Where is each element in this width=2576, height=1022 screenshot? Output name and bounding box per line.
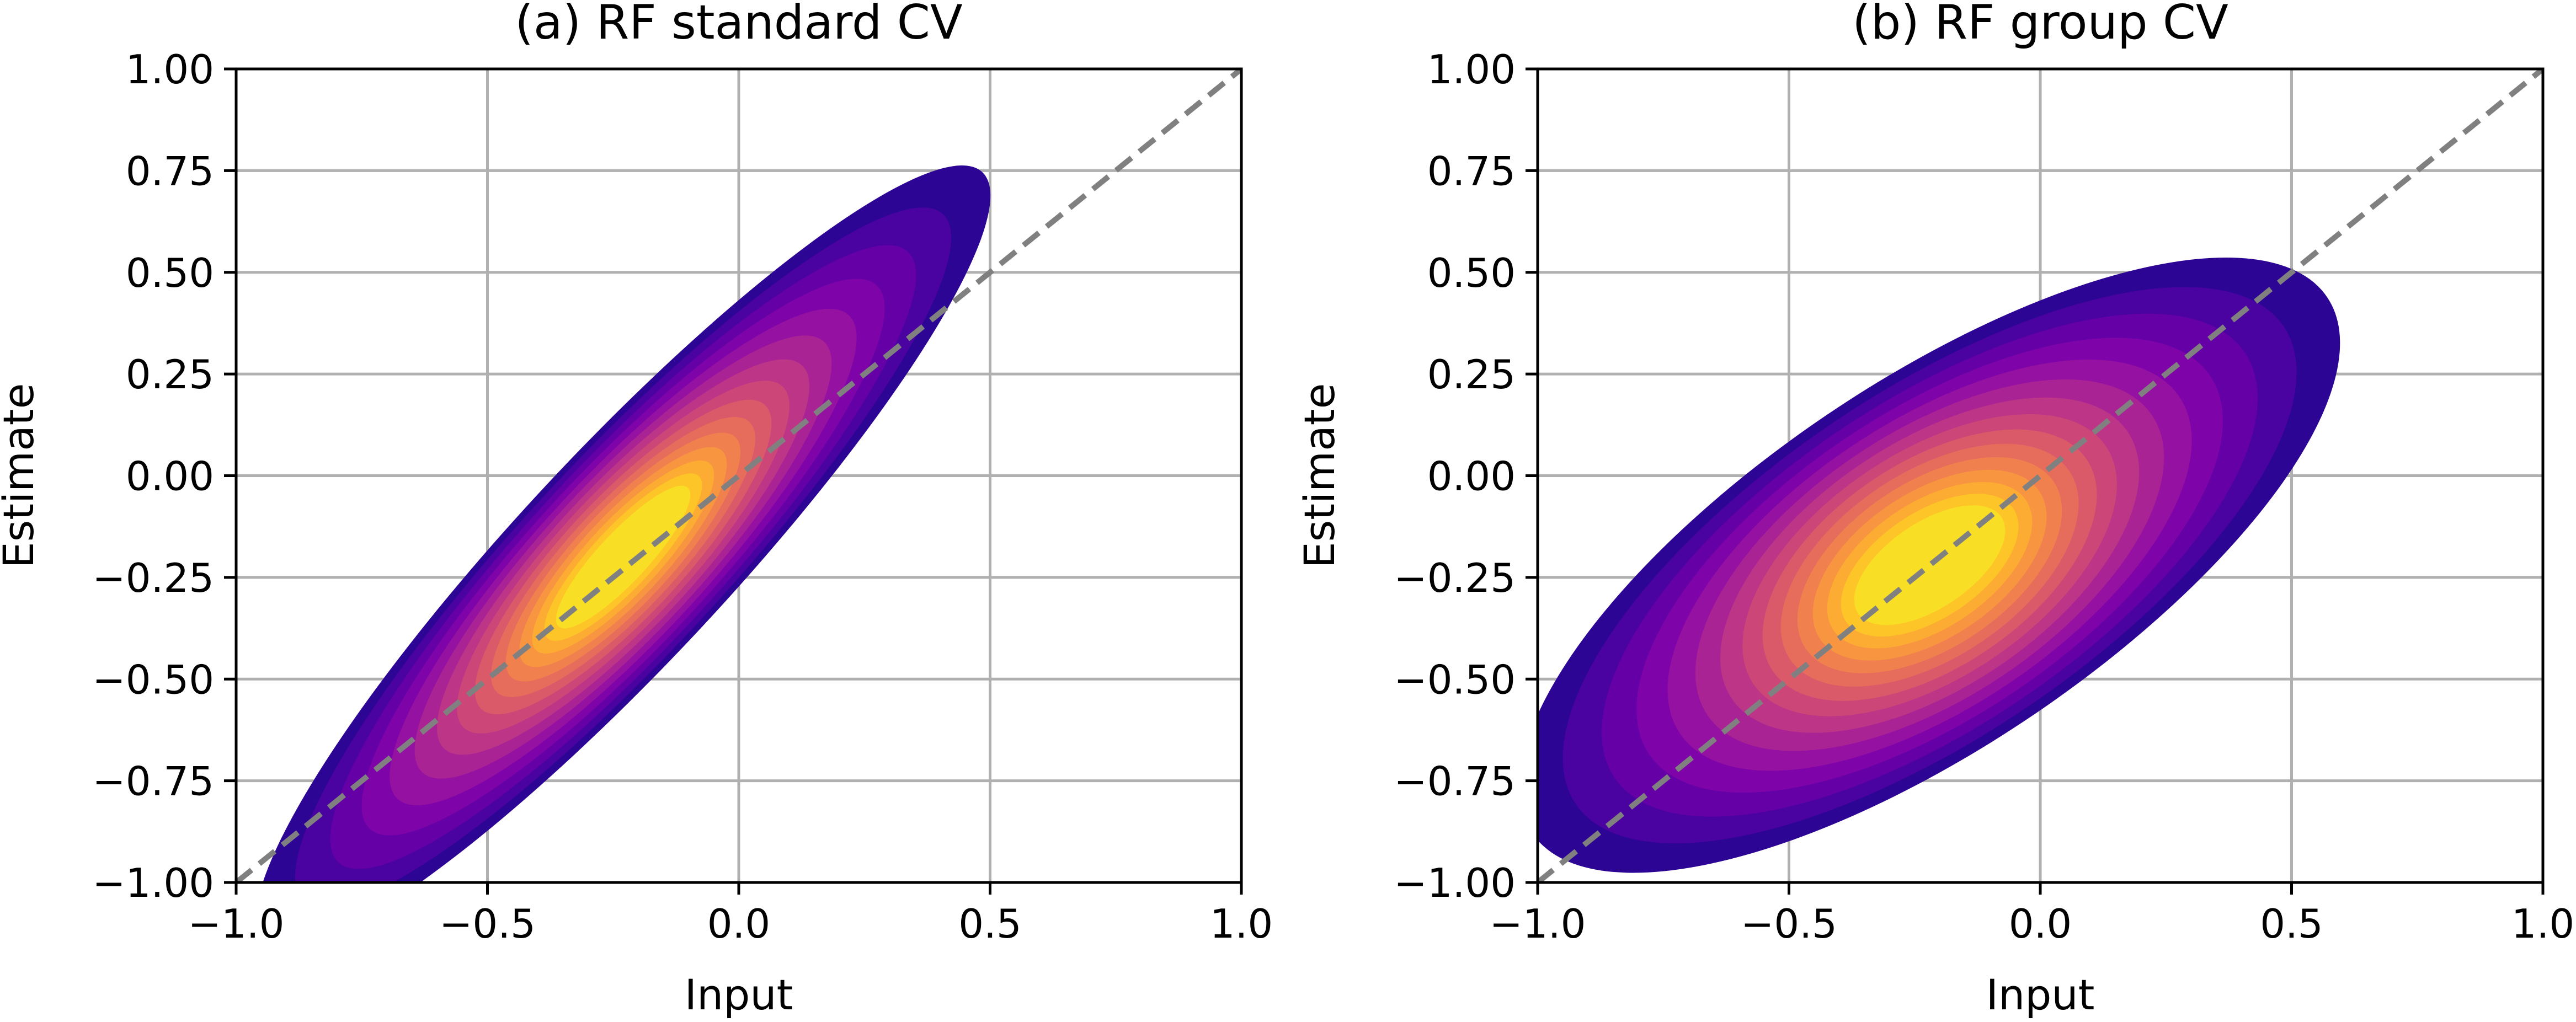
y-tick-label: 0.50: [1427, 250, 1516, 296]
y-tick-label: −1.00: [1394, 860, 1516, 906]
density-contours: [255, 165, 991, 882]
y-tick-label: 0.00: [1427, 453, 1516, 500]
x-tick-label: 0.0: [2009, 901, 2072, 947]
identity-reference-line: [236, 69, 1241, 882]
x-tick-label: −1.0: [1490, 901, 1586, 947]
x-tick-label: 0.0: [707, 901, 771, 947]
y-tick-label: 0.50: [126, 250, 214, 296]
y-tick-label: 0.25: [1427, 351, 1516, 398]
y-tick-label: 0.75: [1427, 148, 1516, 194]
y-axis-label: Estimate: [1295, 383, 1344, 569]
identity-reference-line: [1538, 69, 2543, 882]
y-tick-label: −1.00: [92, 860, 214, 906]
density-contours: [1538, 258, 2340, 873]
y-tick-label: −0.75: [1394, 758, 1516, 805]
density-level-14: [556, 485, 691, 629]
y-tick-label: 0.75: [126, 148, 214, 194]
x-tick-label: −0.5: [439, 901, 536, 947]
x-tick-label: −1.0: [188, 901, 285, 947]
chart-panel-b: −1.0 −0.5 0.0 0.5 1.0 −1.00 −0.75 −0.50 −0.25 0.0…: [1295, 0, 2574, 1019]
y-tick-label: −0.25: [1394, 555, 1516, 601]
y-tick-label: 0.00: [126, 453, 214, 500]
chart-title: (a) RF standard CV: [515, 0, 963, 50]
x-axis-label: Input: [685, 970, 793, 1019]
chart-title: (b) RF group CV: [1852, 0, 2228, 50]
y-tick-label: −0.50: [92, 656, 214, 703]
y-tick-label: 1.00: [1427, 46, 1516, 93]
y-axis-label: Estimate: [0, 383, 43, 569]
x-tick-label: 0.5: [958, 901, 1022, 947]
x-tick-label: 0.5: [2260, 901, 2323, 947]
x-axis-label: Input: [1986, 970, 2095, 1019]
x-tick-label: 1.0: [2511, 901, 2575, 947]
x-tick-label: 1.0: [1210, 901, 1273, 947]
y-tick-label: −0.75: [92, 758, 214, 805]
y-tick-label: 1.00: [126, 46, 214, 93]
chart-panel-a: −1.0 −0.5 0.0 0.5 1.0 −1.00 −0.75 −0.50 −0.25 0.0…: [0, 0, 1273, 1019]
y-tick-label: 0.25: [126, 351, 214, 398]
y-tick-label: −0.50: [1394, 656, 1516, 703]
y-tick-label: −0.25: [92, 555, 214, 601]
x-tick-label: −0.5: [1741, 901, 1837, 947]
